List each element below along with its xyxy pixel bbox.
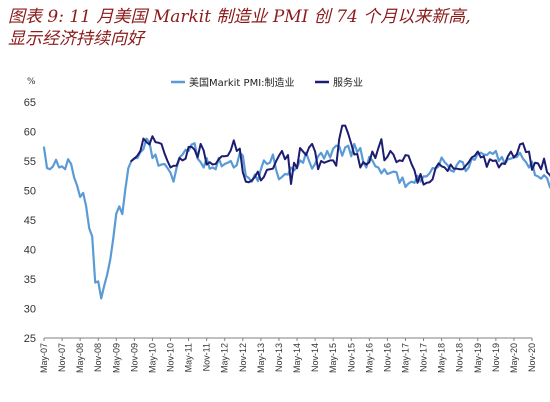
y-axis-unit: % [27,77,36,87]
legend-label: 美国Markit PMI:制造业 [189,76,295,89]
chart-title: 图表 9: 11 月美国 Markit 制造业 PMI 创 74 个月以来新高,… [8,6,544,50]
x-tick-label: Nov-09 [129,343,139,372]
x-tick-label: Nov-11 [202,343,212,371]
x-tick-label: Nov-12 [238,343,248,372]
y-tick-label: 30 [24,304,36,316]
x-axis: May-07 Nov-07 May-08 Nov-08 May-09 Nov-09 May-… [39,338,537,373]
x-tick-label: Nov-18 [455,343,465,372]
x-tick-label: May-16 [364,343,374,373]
x-tick-label: Nov-20 [527,343,537,372]
y-tick-label: 65 [24,97,36,109]
x-tick-label: May-08 [75,343,85,373]
x-tick-label: May-11 [184,343,194,372]
x-tick-label: May-13 [256,343,266,373]
y-tick-label: 60 [24,127,36,139]
chart-title-line-1: 图表 9: 11 月美国 Markit 制造业 PMI 创 74 个月以来新高, [8,7,471,27]
series-group [42,124,550,300]
services-pmi-line [130,124,550,186]
y-tick-label: 35 [24,274,36,286]
y-tick-label: 55 [24,156,36,168]
y-tick-label: 40 [24,245,36,257]
y-axis: 25 30 35 40 45 50 55 60 65 [24,97,36,345]
x-tick-label: May-09 [111,343,121,373]
x-tick-label: May-18 [437,343,447,373]
legend-label: 服务业 [333,76,363,89]
x-tick-label: May-17 [400,343,410,373]
x-tick-label: Nov-16 [382,343,392,372]
x-tick-label: May-19 [473,343,483,373]
x-tick-label: May-15 [328,343,338,373]
x-tick-label: Nov-19 [491,343,501,372]
x-tick-label: Nov-15 [346,343,356,372]
x-tick-label: May-10 [147,343,157,373]
x-tick-label: Nov-13 [274,343,284,372]
y-tick-label: 50 [24,186,36,198]
x-tick-label: May-07 [39,343,49,373]
x-tick-label: May-14 [292,343,302,373]
legend: 美国Markit PMI:制造业 服务业 [171,76,363,89]
x-tick-label: Nov-10 [166,343,176,372]
chart-title-line-2: 显示经济持续向好 [8,29,144,49]
x-tick-label: Nov-07 [57,343,67,372]
y-tick-label: 25 [24,333,36,345]
x-tick-label: Nov-17 [419,343,429,372]
x-tick-label: May-12 [220,343,230,373]
y-tick-label: 45 [24,215,36,227]
x-tick-label: Nov-08 [93,343,103,372]
x-tick-label: Nov-14 [310,343,320,372]
x-tick-label: May-20 [509,343,519,373]
